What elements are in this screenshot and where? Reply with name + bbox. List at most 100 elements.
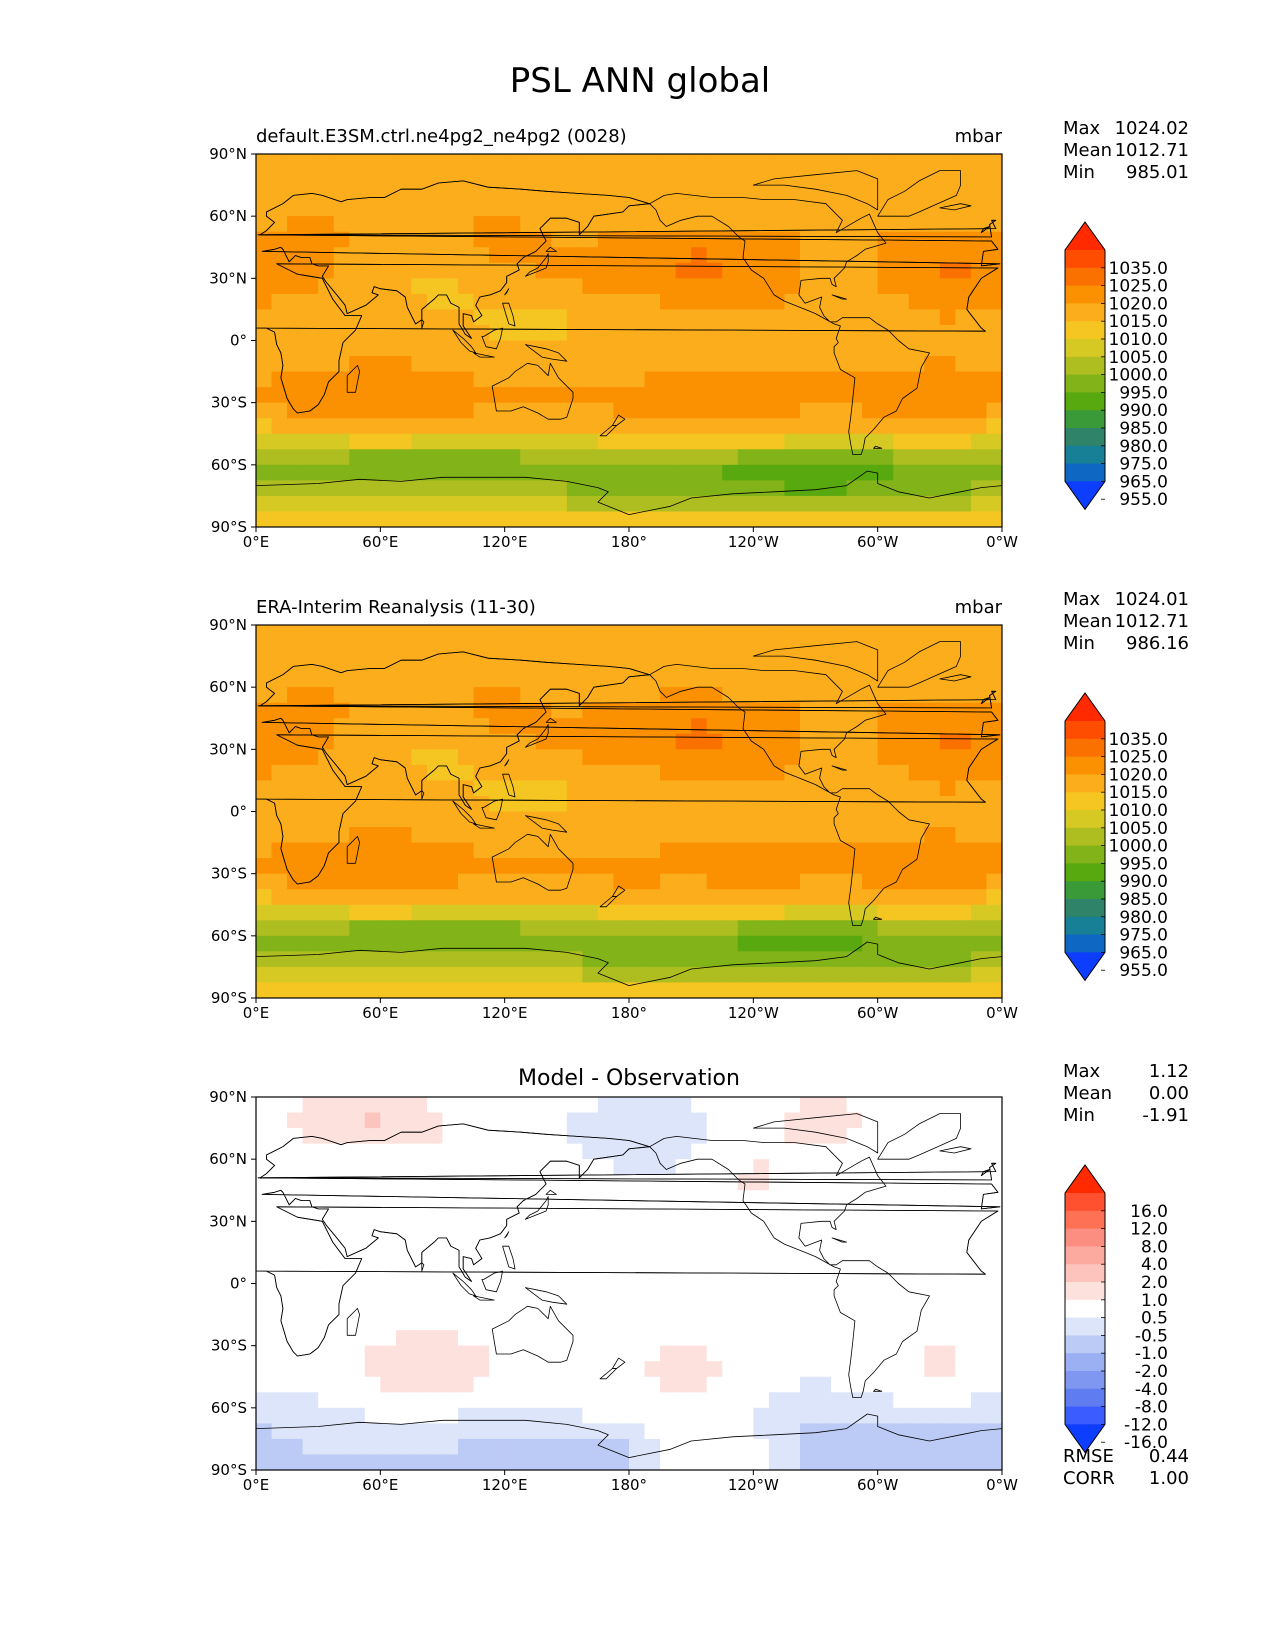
field-cell <box>722 356 739 373</box>
colorbar-label: 955.0 <box>1119 961 1168 981</box>
field-cell <box>644 1097 661 1114</box>
field-cell <box>955 935 972 952</box>
field-cell <box>318 200 335 217</box>
field-cell <box>256 1112 273 1129</box>
field-cell <box>815 811 832 828</box>
field-cell <box>706 1345 723 1362</box>
field-cell <box>349 935 366 952</box>
field-cell <box>442 402 459 419</box>
field-cell <box>846 464 863 481</box>
field-cell <box>333 169 350 186</box>
field-cell <box>644 1174 661 1191</box>
field-cell <box>426 718 444 735</box>
colorbar-label: 16.0 <box>1130 1202 1168 1222</box>
field-cell <box>893 247 910 264</box>
field-cell <box>411 1205 428 1222</box>
field-cell <box>411 858 428 875</box>
field-cell <box>426 889 444 906</box>
field-cell <box>939 935 956 952</box>
field-cell <box>970 1283 988 1300</box>
field-cell <box>364 966 381 984</box>
field-cells <box>256 154 1002 527</box>
field-cell <box>318 1299 335 1316</box>
field-cell <box>970 795 988 813</box>
field-cell <box>318 356 335 373</box>
field-cell <box>629 293 646 311</box>
field-cell <box>613 511 630 527</box>
field-cell <box>691 671 708 688</box>
field-cell <box>613 749 630 766</box>
field-cell <box>411 1236 428 1254</box>
field-cell <box>799 749 817 766</box>
field-cell <box>333 842 350 859</box>
field-cell <box>784 433 801 450</box>
field-cell <box>784 1314 801 1331</box>
field-cell <box>986 387 1002 404</box>
field-cell <box>955 811 972 828</box>
field-cell <box>753 464 770 481</box>
field-cell <box>737 1205 754 1222</box>
field-cell <box>597 278 615 295</box>
field-cell <box>784 324 801 342</box>
field-cell <box>442 982 459 998</box>
field-cell <box>597 733 615 750</box>
field-cell <box>986 733 1002 750</box>
field-cell <box>768 1221 786 1238</box>
field-cell <box>939 811 956 828</box>
field-cell <box>986 827 1002 844</box>
field-cell <box>908 764 925 782</box>
field-cell <box>333 293 350 311</box>
field-cell <box>675 464 692 481</box>
field-cell <box>395 920 413 937</box>
field-cell <box>706 356 723 373</box>
field-cell <box>349 1407 366 1424</box>
field-cell <box>582 873 599 890</box>
field-cell <box>551 1376 568 1393</box>
field-cell <box>256 1330 273 1347</box>
field-cell <box>660 733 677 750</box>
field-cell <box>722 418 739 435</box>
field-cell <box>333 1128 350 1145</box>
field-cell <box>877 1392 894 1409</box>
colorbar-segment <box>1065 1193 1105 1212</box>
field-cell <box>380 1407 397 1424</box>
field-cell <box>287 449 304 466</box>
field-cell <box>302 418 319 435</box>
field-cell <box>613 982 630 998</box>
coastline <box>504 759 510 767</box>
field-cell <box>986 780 1002 797</box>
field-cell <box>753 340 770 357</box>
field-cell <box>831 1314 848 1331</box>
field-cell <box>737 1361 754 1378</box>
field-cell <box>675 656 692 673</box>
field-cell <box>504 387 521 404</box>
coastline <box>525 724 549 748</box>
field-cell <box>395 1128 413 1145</box>
field-cell <box>660 495 677 513</box>
field-cell <box>473 951 490 968</box>
field-cell <box>380 780 397 797</box>
field-cell <box>939 1454 956 1470</box>
field-cell <box>349 262 366 279</box>
colorbar-label: 980.0 <box>1119 908 1168 928</box>
field-cell <box>924 1407 941 1424</box>
field-cell <box>582 671 599 688</box>
field-cell <box>722 1236 739 1254</box>
field-cell <box>970 1392 988 1409</box>
field-cell <box>349 1267 366 1285</box>
field-cell <box>364 1128 381 1145</box>
field-cell <box>256 1128 273 1145</box>
field-cell <box>644 920 661 937</box>
field-cell <box>660 262 677 279</box>
field-cell <box>535 293 552 311</box>
field-cell <box>271 356 288 373</box>
field-cell <box>862 1283 879 1300</box>
field-cell <box>566 1236 583 1254</box>
field-cell <box>395 1221 413 1238</box>
field-cell <box>473 687 490 704</box>
field-cell <box>737 671 754 688</box>
field-cell <box>970 216 988 233</box>
field-cell <box>364 449 381 466</box>
field-cell <box>613 1112 630 1129</box>
field-cell <box>256 433 273 450</box>
